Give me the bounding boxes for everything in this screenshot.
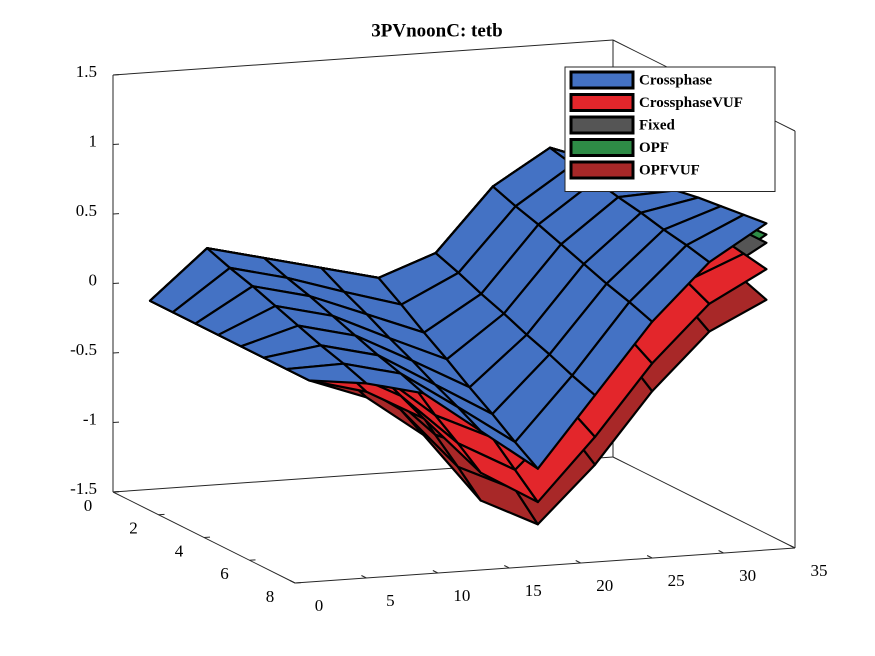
legend-label: Crossphase [639,72,712,88]
ticks: -1.5 -1 -0.5 0 0.5 1 1.5 0 5 10 15 20 25 30 35 0 2 4 6 8 [70,62,827,615]
z-tick-label: 0.5 [76,201,97,220]
surface-cell [685,252,768,305]
x-tick [504,565,510,569]
axis-line [112,39,614,76]
x-tick [718,550,724,554]
z-tick-label: -0.5 [70,340,97,359]
legend: Crossphase CrossphaseVUF Fixed OPF OPFVUF [564,66,776,192]
legend-swatch [569,138,635,157]
axis-line [294,547,796,584]
legend-swatch [569,160,635,180]
x-tick [789,545,796,549]
z-tick-label: -1.5 [70,479,97,498]
legend-swatch [569,93,635,112]
y-tick-label: 0 [84,496,93,515]
legend-label: Fixed [639,117,675,133]
surface-cell [685,213,768,264]
legend-label: OPFVUF [639,162,700,178]
y-tick-label: 2 [129,519,138,538]
legend-swatch [569,115,635,135]
legend-swatch [569,70,635,90]
x-tick [575,560,581,564]
x-tick-label: 15 [525,581,542,600]
chart-title: 3PVnoonC: tetb [371,20,502,41]
y-tick-label: 4 [175,541,184,560]
y-tick-label: 6 [220,564,229,583]
z-tick-label: -1 [83,409,97,428]
z-tick-label: 1.5 [76,62,97,81]
y-tick-label: 8 [266,587,275,606]
x-tick-label: 35 [811,561,828,580]
z-tick-label: 1 [89,131,98,150]
x-tick-label: 20 [596,576,613,595]
axis-line [612,456,796,549]
x-tick-label: 0 [315,596,324,615]
x-tick-label: 10 [453,586,470,605]
x-tick-label: 30 [739,566,756,585]
x-tick [289,580,296,584]
z-tick-label: 0 [89,270,98,289]
x-tick [646,555,653,559]
x-tick-label: 25 [668,571,685,590]
surfaces [148,146,768,526]
x-tick-label: 5 [386,591,395,610]
x-tick [432,570,439,574]
x-tick [361,575,367,579]
legend-label: CrossphaseVUF [639,95,743,111]
legend-label: OPF [639,140,669,156]
